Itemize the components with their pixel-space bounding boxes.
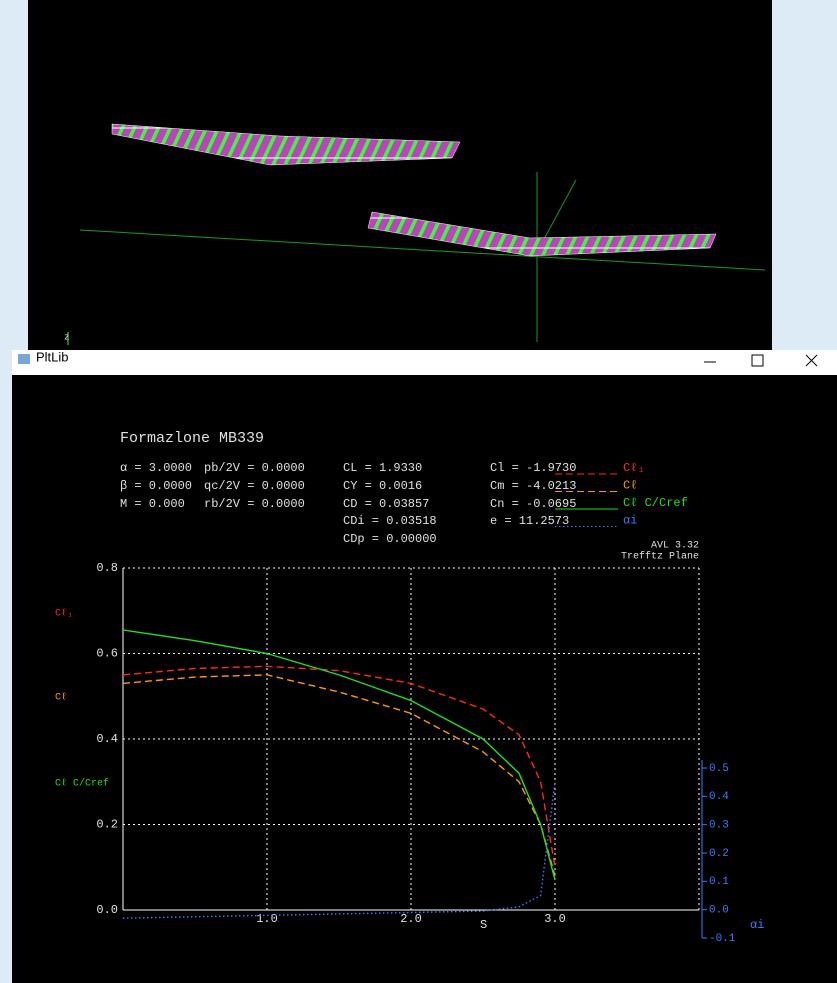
legend-label: Cℓ [623,479,637,493]
parameter: CL = 1.9330 [343,461,422,475]
x-tick-label: 3.0 [544,912,566,926]
side-label: Cℓ C/Cref [55,778,109,790]
parameter: CDi = 0.03518 [343,514,437,528]
y-tick-label: 0.4 [96,732,118,746]
y2-axis-label: αi [750,918,764,932]
y-tick-label: 0.8 [96,561,118,575]
legend-label: Cℓ₁ [623,461,645,475]
parameter: CDp = 0.00000 [343,532,437,546]
chart-title: Formazlone MB339 [120,430,264,447]
side-label: Cℓ₁ [55,609,73,620]
parameter: β = 0.0000 [120,479,192,493]
x-tick-label: 2.0 [400,912,422,926]
parameter: CY = 0.0016 [343,479,422,493]
y2-tick-label: 0.3 [709,820,729,832]
y2-tick-label: 0.4 [709,791,729,803]
y2-tick-label: 0.2 [709,848,729,860]
y-tick-label: 0.0 [96,903,118,917]
parameter: α = 3.0000 [120,461,192,475]
parameter: M = 0.000 [120,497,185,511]
parameter: rb/2V = 0.0000 [204,497,305,511]
screen: z PltLib Formazlone MB339 α = 3.0000 pb/2V… [0,0,837,983]
parameter: qc/2V = 0.0000 [204,479,305,493]
parameter: Cl = -1.9730 [490,461,576,475]
annotation: Trefftz Plane [621,551,699,563]
parameter: CD = 0.03857 [343,497,429,511]
legend-label: Cℓ C/Cref [623,496,688,510]
parameter: pb/2V = 0.0000 [204,461,305,475]
parameter: Cm = -4.0213 [490,479,576,493]
window-title: PltLib [36,349,69,364]
legend-label: αi [623,514,637,528]
y2-tick-label: 0.1 [709,876,729,888]
parameter: e = 11.2573 [490,514,569,528]
y2-tick-label: 0.5 [709,763,729,775]
y-tick-label: 0.6 [96,647,118,661]
y2-tick-label: 0.0 [709,905,729,917]
y-tick-label: 0.2 [96,818,118,832]
annotation: AVL 3.32 [651,541,699,552]
side-label: Cℓ [55,693,67,704]
x-tick-label: 1.0 [256,912,278,926]
view-3d [28,0,772,350]
app-icon [18,354,30,364]
axis-label: z [64,332,69,342]
y2-tick-label: -0.1 [709,933,736,945]
x-axis-label: S [480,918,487,932]
